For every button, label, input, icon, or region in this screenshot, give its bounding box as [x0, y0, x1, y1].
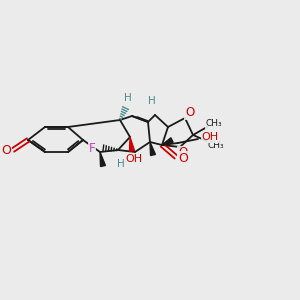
Text: H: H — [148, 96, 156, 106]
Text: O: O — [1, 143, 11, 157]
Text: OH: OH — [125, 154, 142, 164]
Text: CH₃: CH₃ — [206, 119, 222, 128]
Text: CH₃: CH₃ — [208, 140, 224, 149]
Text: O: O — [178, 146, 188, 160]
Polygon shape — [100, 152, 105, 166]
Text: OH: OH — [201, 132, 219, 142]
Text: H: H — [124, 93, 132, 103]
Polygon shape — [130, 137, 134, 152]
Text: O: O — [185, 106, 195, 119]
Polygon shape — [150, 142, 155, 156]
Polygon shape — [162, 138, 173, 145]
Text: F: F — [89, 142, 95, 154]
Text: O: O — [178, 152, 188, 164]
Text: H: H — [117, 159, 125, 169]
